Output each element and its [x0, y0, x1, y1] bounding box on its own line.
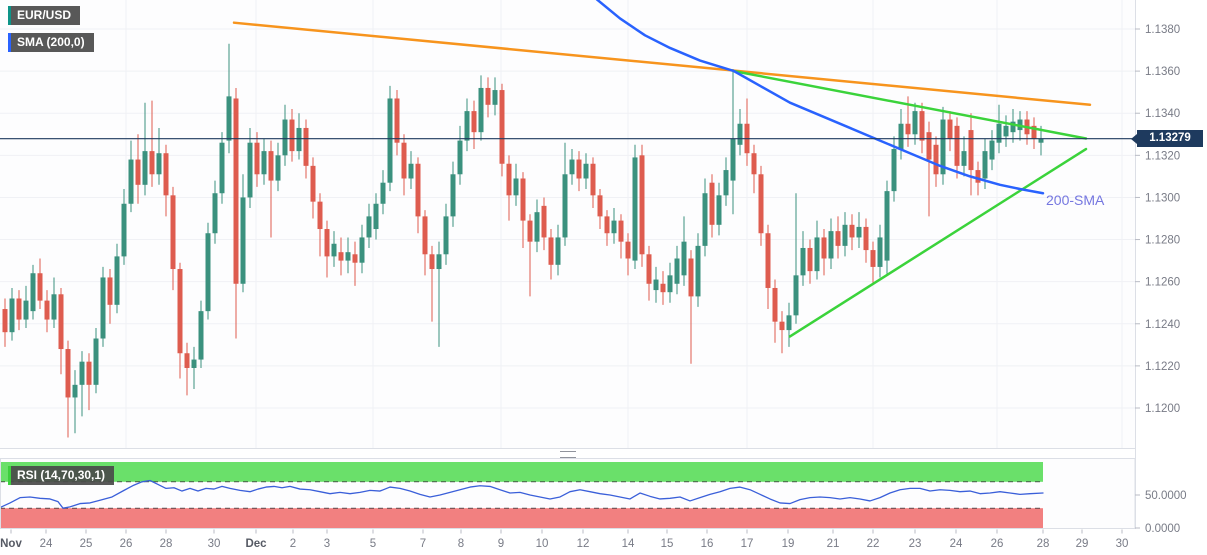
svg-text:5: 5: [370, 538, 376, 550]
svg-text:19: 19: [782, 538, 795, 550]
pane-backgrounds: [0, 0, 1135, 529]
svg-text:Dec: Dec: [245, 538, 267, 550]
svg-text:29: 29: [1076, 538, 1089, 550]
price-axis[interactable]: 1.1380 1.1360 1.1340 1.1320 1.1300 1.1280 1.12…: [1135, 24, 1187, 535]
svg-text:0.0000: 0.0000: [1145, 523, 1180, 535]
svg-text:8: 8: [458, 538, 464, 550]
svg-text:1.1300: 1.1300: [1145, 192, 1180, 204]
svg-text:12: 12: [577, 538, 590, 550]
svg-text:30: 30: [1116, 538, 1129, 550]
symbol-label: EUR/USD: [17, 8, 72, 22]
candles-layer: [2, 43, 1044, 438]
svg-text:9: 9: [498, 538, 504, 550]
overlay-lines: [232, 0, 1092, 338]
pane-resize-handle[interactable]: [560, 451, 576, 458]
symbol-badge[interactable]: EUR/USD: [8, 6, 81, 25]
rsi-oversold-band: [0, 508, 1043, 528]
svg-text:1.1220: 1.1220: [1145, 361, 1180, 373]
svg-text:17: 17: [741, 538, 754, 550]
svg-text:1.1340: 1.1340: [1145, 108, 1180, 120]
svg-text:Nov: Nov: [0, 538, 22, 550]
svg-text:28: 28: [160, 538, 173, 550]
sma-indicator-label: SMA (200,0): [17, 35, 85, 49]
main-pane: [2, 0, 1092, 438]
svg-text:28: 28: [1037, 538, 1050, 550]
svg-text:26: 26: [120, 538, 133, 550]
last-price-value: 1.13279: [1149, 132, 1191, 144]
triangle-upper-line: [732, 69, 1088, 140]
sma-200-line: [595, 0, 1045, 195]
svg-text:1.1280: 1.1280: [1145, 235, 1180, 247]
svg-text:22: 22: [867, 538, 880, 550]
rsi-overbought-band: [0, 462, 1043, 482]
svg-text:1.1320: 1.1320: [1145, 150, 1180, 162]
svg-text:26: 26: [991, 538, 1004, 550]
svg-text:14: 14: [622, 538, 635, 550]
svg-text:16: 16: [701, 538, 714, 550]
rsi-indicator-badge[interactable]: RSI (14,70,30,1): [8, 466, 115, 485]
svg-text:10: 10: [536, 538, 549, 550]
price-badge-notch: [1131, 133, 1137, 144]
svg-text:24: 24: [40, 538, 53, 550]
svg-text:23: 23: [909, 538, 922, 550]
last-price-badge: 1.13279: [1131, 130, 1203, 147]
svg-text:24: 24: [950, 538, 963, 550]
svg-text:1.1380: 1.1380: [1145, 24, 1180, 36]
rsi-indicator-label: RSI (14,70,30,1): [17, 468, 106, 482]
sma-line-label: 200-SMA: [1046, 192, 1105, 208]
gridlines: [0, 0, 1135, 448]
sma-indicator-badge[interactable]: SMA (200,0): [8, 33, 94, 52]
descending-trendline: [232, 21, 1092, 107]
triangle-lower-line: [788, 147, 1088, 338]
svg-text:30: 30: [208, 538, 221, 550]
rsi-line: [0, 479, 1044, 509]
svg-text:1.1200: 1.1200: [1145, 403, 1180, 415]
rsi-pane: [0, 462, 1044, 528]
svg-text:50.0000: 50.0000: [1145, 490, 1187, 502]
svg-text:15: 15: [661, 538, 674, 550]
svg-text:25: 25: [80, 538, 93, 550]
svg-text:7: 7: [420, 538, 426, 550]
svg-text:3: 3: [324, 538, 330, 550]
time-axis[interactable]: Nov 24 25 26 28 30 Dec 2 3 5 7 8 9 10 12 14 15 16 17 19 21 22…: [0, 529, 1129, 551]
svg-text:1.1260: 1.1260: [1145, 277, 1180, 289]
svg-text:2: 2: [290, 538, 296, 550]
svg-text:1.1360: 1.1360: [1145, 66, 1180, 78]
svg-text:1.1240: 1.1240: [1145, 319, 1180, 331]
svg-text:21: 21: [827, 538, 840, 550]
pane-borders: [0, 0, 1136, 529]
